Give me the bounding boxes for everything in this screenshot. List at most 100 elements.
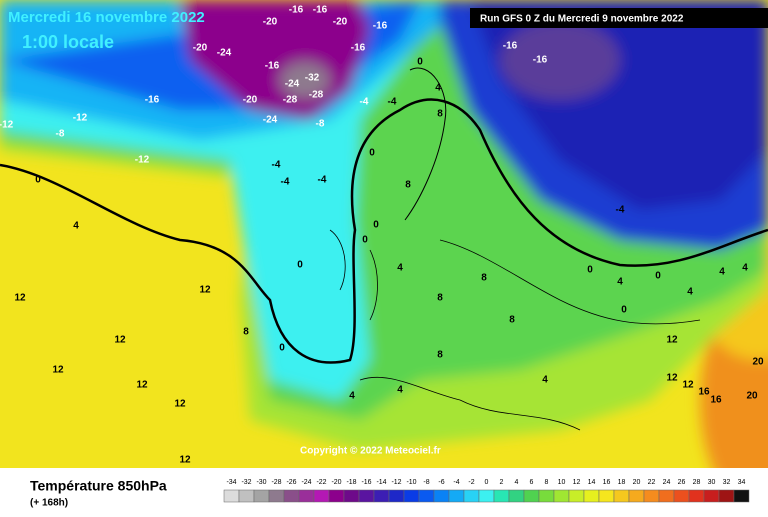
contour-label: 12 (666, 373, 678, 384)
scale-tick-label: -20 (331, 479, 341, 486)
contour-label: 0 (35, 175, 41, 186)
legend-lead: (+ 168h) (30, 498, 68, 509)
contour-label: -8 (316, 119, 325, 130)
contour-label: 12 (682, 380, 694, 391)
scale-tick-label: 18 (618, 479, 626, 486)
contour-label: -16 (145, 95, 160, 106)
contour-label: -4 (281, 177, 290, 188)
scale-swatch (718, 489, 735, 503)
scale-tick-label: -2 (468, 479, 474, 486)
scale-tick-label: 10 (558, 479, 566, 486)
scale-swatch (358, 489, 375, 503)
contour-label: 0 (369, 148, 375, 159)
scale-tick-label: -22 (316, 479, 326, 486)
scale-tick-label: -12 (391, 479, 401, 486)
scale-swatch (568, 489, 585, 503)
run-box (470, 8, 768, 28)
contour-label: 8 (405, 180, 411, 191)
contour-label: -16 (289, 5, 304, 16)
contour-label: 4 (719, 267, 725, 278)
scale-tick-label: -8 (423, 479, 429, 486)
contour-label: 12 (179, 455, 191, 466)
contour-label: 8 (509, 315, 515, 326)
contour-label: -20 (333, 17, 348, 28)
coastline (439, 239, 701, 325)
contour-label: -28 (283, 95, 298, 106)
scale-swatch (613, 489, 630, 503)
scale-tick-label: 30 (708, 479, 716, 486)
contour-label: 12 (199, 285, 211, 296)
scale-tick-label: -10 (406, 479, 416, 486)
coastline (404, 67, 447, 221)
contour-label: 0 (417, 57, 423, 68)
scale-swatch (733, 489, 750, 503)
scale-tick-label: 16 (603, 479, 611, 486)
contour-label: -28 (309, 90, 324, 101)
scale-tick-label: 8 (545, 479, 549, 486)
contour-label: 8 (437, 293, 443, 304)
scale-tick-label: -30 (256, 479, 266, 486)
scale-tick-label: -4 (453, 479, 459, 486)
scale-swatch (298, 489, 315, 503)
scale-swatch (313, 489, 330, 503)
scale-tick-label: 24 (663, 479, 671, 486)
contour-label: 16 (710, 395, 722, 406)
contour-label: 4 (617, 277, 623, 288)
scale-tick-label: 26 (678, 479, 686, 486)
contour-label: -16 (265, 61, 280, 72)
contour-label: 20 (746, 391, 758, 402)
scale-tick-label: 6 (530, 479, 534, 486)
contour-label: 4 (397, 385, 403, 396)
contour-label: -16 (503, 41, 518, 52)
map-title: Mercredi 16 novembre 2022 (8, 9, 205, 26)
contour-label: 0 (621, 305, 627, 316)
contour-label: 4 (742, 263, 748, 274)
contour-label: -4 (616, 205, 625, 216)
contour-label: 12 (14, 293, 26, 304)
scale-swatch (403, 489, 420, 503)
contour-label: -4 (360, 97, 369, 108)
scale-swatch (238, 489, 255, 503)
contour-label: -4 (272, 160, 281, 171)
contour-label: -24 (285, 79, 300, 90)
contour-label: -16 (373, 21, 388, 32)
scale-tick-label: 4 (515, 479, 519, 486)
contour-label: 4 (542, 375, 548, 386)
contour-label: -8 (56, 129, 65, 140)
scale-tick-label: -34 (226, 479, 236, 486)
scale-swatch (373, 489, 390, 503)
contour-label: 0 (362, 235, 368, 246)
scale-swatch (508, 489, 525, 503)
scale-swatch (388, 489, 405, 503)
contour-label: 4 (73, 221, 79, 232)
run-info: Run GFS 0 Z du Mercredi 9 novembre 2022 (480, 14, 684, 25)
contour-label: -4 (388, 97, 397, 108)
scale-tick-label: -18 (346, 479, 356, 486)
contour-label: 8 (437, 350, 443, 361)
scale-tick-label: 14 (588, 479, 596, 486)
scale-swatch (703, 489, 720, 503)
scale-tick-label: 22 (648, 479, 656, 486)
scale-swatch (493, 489, 510, 503)
scale-swatch (523, 489, 540, 503)
field-violet (500, 20, 620, 100)
scale-swatch (223, 489, 240, 503)
scale-swatch (598, 489, 615, 503)
scale-tick-label: -28 (271, 479, 281, 486)
scale-swatch (328, 489, 345, 503)
color-scale: -34 -32 -30 -28 -26 -24 -22 -20 -18 -16 -14 -12 -10-… (223, 479, 750, 503)
scale-tick-label: 0 (485, 479, 489, 486)
coastline (329, 229, 378, 321)
scale-swatch (628, 489, 645, 503)
legend-title: Température 850hPa (30, 478, 167, 494)
contour-label: 12 (174, 399, 186, 410)
scale-tick-label: 32 (723, 479, 731, 486)
scale-tick-label: -16 (361, 479, 371, 486)
scale-tick-label: -6 (438, 479, 444, 486)
contour-label: 12 (52, 365, 64, 376)
contour-label: -16 (351, 43, 366, 54)
contour-label: 12 (114, 335, 126, 346)
